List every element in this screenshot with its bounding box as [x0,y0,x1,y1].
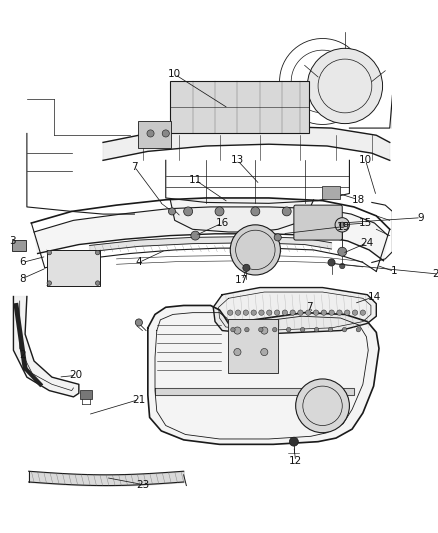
Text: 13: 13 [231,155,244,165]
Text: 6: 6 [19,257,26,268]
FancyBboxPatch shape [12,240,26,251]
Text: 3: 3 [9,236,16,246]
Polygon shape [213,288,376,334]
Circle shape [234,349,241,356]
Circle shape [300,327,305,332]
Circle shape [272,327,277,332]
Circle shape [95,251,100,255]
Polygon shape [148,305,379,445]
Text: 10: 10 [359,155,372,165]
Text: 4: 4 [136,257,142,268]
Text: 2: 2 [19,350,26,360]
Text: 1: 1 [391,266,398,277]
Circle shape [339,222,345,228]
Text: 15: 15 [359,218,372,228]
Circle shape [274,234,281,241]
Text: 7: 7 [306,302,312,312]
Circle shape [298,310,303,316]
Circle shape [243,264,250,271]
Polygon shape [155,388,354,395]
Circle shape [345,310,350,316]
Bar [46,250,100,286]
Circle shape [282,310,288,316]
Polygon shape [90,237,332,252]
FancyBboxPatch shape [80,390,92,399]
Text: 19: 19 [336,222,350,232]
Circle shape [95,281,100,285]
Circle shape [47,251,52,255]
FancyBboxPatch shape [294,205,342,240]
Circle shape [162,130,170,137]
Text: 7: 7 [131,161,138,172]
Text: 14: 14 [368,292,381,302]
Circle shape [235,310,241,316]
Circle shape [251,310,256,316]
Circle shape [360,310,366,316]
Text: 17: 17 [235,276,248,285]
Circle shape [258,327,263,332]
Circle shape [328,327,333,332]
Circle shape [191,231,200,240]
Circle shape [286,327,291,332]
Circle shape [329,310,334,316]
Circle shape [135,319,142,326]
Circle shape [251,207,260,216]
Text: 10: 10 [168,69,181,79]
Circle shape [337,310,342,316]
Circle shape [184,207,193,216]
Circle shape [169,208,176,215]
Circle shape [339,263,345,269]
Polygon shape [14,296,79,397]
Circle shape [274,310,280,316]
Circle shape [243,310,248,316]
Circle shape [353,310,358,316]
Circle shape [47,281,52,285]
Text: 12: 12 [289,456,302,466]
FancyBboxPatch shape [321,187,339,199]
Circle shape [290,437,298,446]
Circle shape [307,49,382,124]
Polygon shape [103,126,390,160]
Circle shape [313,310,319,316]
Circle shape [356,327,360,332]
Circle shape [234,327,241,334]
Text: 22: 22 [432,269,438,279]
Text: 8: 8 [19,273,26,284]
Circle shape [230,225,280,275]
Circle shape [290,310,295,316]
Circle shape [147,130,154,137]
Circle shape [335,217,350,232]
Circle shape [215,207,224,216]
Text: 11: 11 [189,175,202,185]
Circle shape [261,327,268,334]
Circle shape [321,310,327,316]
Circle shape [267,310,272,316]
Circle shape [231,327,235,332]
Circle shape [282,207,291,216]
Text: 9: 9 [418,213,424,223]
FancyBboxPatch shape [229,319,278,373]
FancyBboxPatch shape [138,121,171,148]
Circle shape [342,327,347,332]
FancyBboxPatch shape [170,82,309,133]
Text: 18: 18 [352,195,365,205]
Circle shape [306,310,311,316]
Circle shape [314,327,319,332]
Circle shape [228,310,233,316]
Text: 24: 24 [361,238,374,248]
Circle shape [338,247,347,256]
Text: 21: 21 [132,394,145,405]
Text: 20: 20 [70,370,83,381]
Circle shape [328,259,335,266]
Polygon shape [170,200,314,232]
Text: 16: 16 [215,218,229,228]
Circle shape [259,310,264,316]
Text: 23: 23 [137,480,150,490]
Circle shape [245,327,249,332]
Circle shape [261,349,268,356]
Circle shape [296,379,350,433]
Polygon shape [34,207,388,261]
